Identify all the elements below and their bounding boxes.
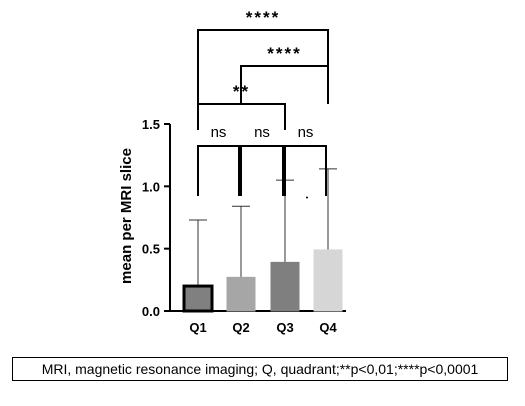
- bar-q1: [182, 284, 214, 313]
- significance-bracket-q2-q4: [240, 65, 329, 104]
- significance-label-q3-q4: ns: [298, 124, 314, 141]
- bar-chart: 0.0 0.5 1.0 1.5 mean per MRI slice Q1 Q2 Q3 Q4 ns…: [118, 8, 346, 335]
- significance-label-q1-q2: ns: [211, 124, 227, 141]
- significance-label-q1-q4: ****: [246, 8, 280, 27]
- figure-caption: MRI, magnetic resonance imaging; Q, quad…: [12, 357, 508, 381]
- bar-q4: [313, 249, 343, 312]
- significance-label-q2-q4: ****: [267, 44, 301, 63]
- y-tick-label: 0.0: [142, 304, 160, 319]
- significance-bracket-q3-q4: [284, 145, 327, 196]
- significance-bracket-q1-q4: [197, 29, 329, 104]
- y-tick-label: 1.0: [142, 179, 160, 194]
- outlier-point: [306, 196, 308, 199]
- x-tick-label-q1: Q1: [189, 320, 206, 335]
- y-tick-label: 1.5: [142, 117, 160, 132]
- significance-bracket-q2-q3: [240, 145, 284, 196]
- y-tick-label: 0.5: [142, 242, 160, 257]
- x-tick-label-q2: Q2: [232, 320, 249, 335]
- bar-q2: [226, 276, 256, 312]
- bar-q3: [270, 261, 300, 312]
- x-tick-label-q4: Q4: [319, 320, 337, 335]
- significance-label-q2-q3: ns: [254, 124, 270, 141]
- significance-bracket-q1-q2: [197, 145, 240, 196]
- x-tick-label-q3: Q3: [276, 320, 293, 335]
- y-axis-label: mean per MRI slice: [118, 148, 135, 284]
